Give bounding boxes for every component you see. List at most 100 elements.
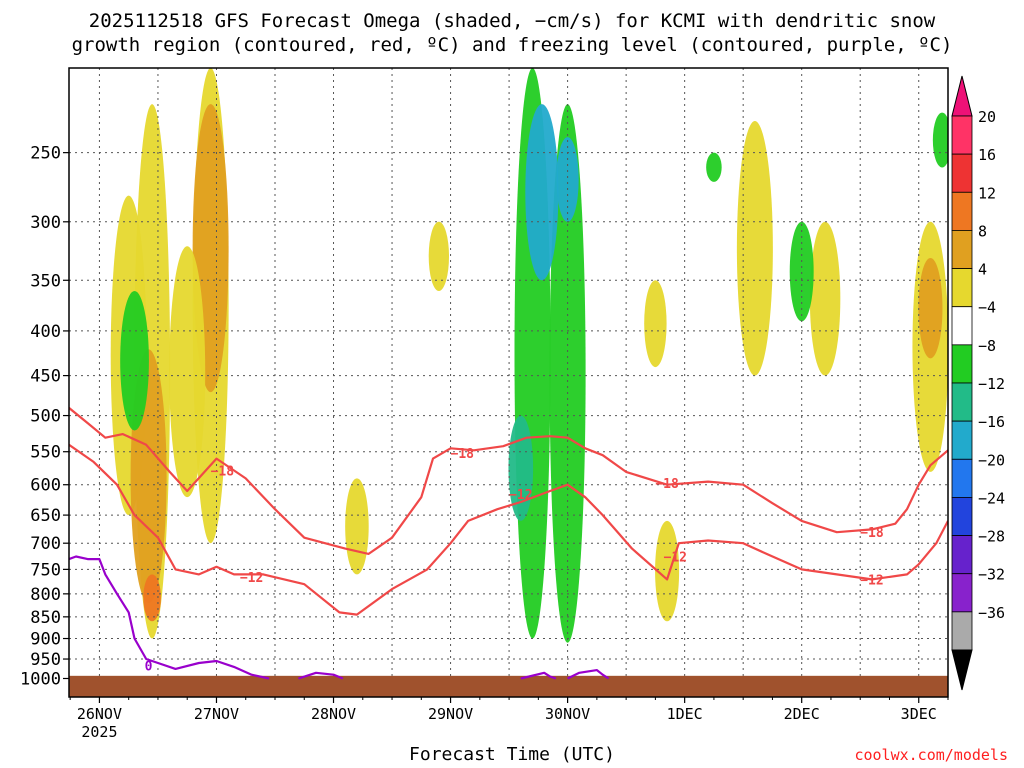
y-tick-label-12: 850 [30, 608, 61, 628]
chart-title-line-1: 2025112518 GFS Forecast Omega (shaded, −… [88, 10, 936, 32]
ground-fill [69, 675, 948, 697]
omega-region-22 [789, 221, 814, 322]
colorbar-bin-4 [951, 268, 973, 308]
contour-label-1-0: −12 [240, 571, 263, 586]
colorbar-label-5: −4 [978, 299, 996, 317]
colorbar-bin-5 [951, 306, 973, 346]
x-tick-label-5: 1DEC [667, 705, 703, 723]
colorbar-label-10: −24 [978, 489, 1005, 507]
omega-region-10 [809, 221, 841, 376]
contour-line-5 [567, 668, 610, 680]
colorbar-bin-12 [951, 573, 973, 613]
credit-text: coolwx.com/models [854, 746, 1008, 764]
omega-shading [110, 68, 948, 643]
y-tick-label-5: 500 [30, 407, 61, 427]
y-tick-label-14: 950 [30, 650, 61, 670]
colorbar-bin-8 [951, 420, 973, 460]
contour-label-0-1: −18 [451, 447, 475, 462]
colorbar-label-12: −32 [978, 566, 1005, 584]
colorbar-bin-6 [951, 344, 973, 384]
contour-line-4 [520, 671, 557, 680]
x-tick-label-1: 27NOV [194, 705, 239, 723]
contour-line-3 [298, 671, 344, 680]
colorbar-bin-11 [951, 535, 973, 575]
y-tick-label-3: 400 [30, 322, 61, 342]
x-tick-label-7: 3DEC [901, 705, 937, 723]
y-tick-label-15: 1000 [20, 669, 61, 689]
omega-region-8 [428, 221, 450, 291]
contour-line-2 [69, 555, 270, 680]
y-tick-label-7: 600 [30, 476, 61, 496]
y-tick-label-6: 550 [30, 443, 61, 463]
omega-region-21 [706, 152, 722, 182]
contour-line-0 [69, 407, 948, 556]
omega-region-13 [644, 280, 667, 368]
contour-label-0-0: −18 [211, 465, 235, 480]
contour-label-2-0: 0 [145, 659, 153, 674]
colorbar-bin-10 [951, 497, 973, 536]
x-tick-label-2: 28NOV [311, 705, 356, 723]
contour-label-1-3: −12 [860, 573, 883, 588]
omega-region-20 [120, 290, 149, 431]
y-tick-label-9: 700 [30, 534, 61, 554]
colorbar-label-13: −36 [978, 604, 1005, 622]
omega-region-16 [549, 104, 586, 643]
y-axis: 2503003504004505005506006507007508008509… [20, 144, 69, 689]
omega-region-3 [143, 574, 161, 622]
colorbar-label-9: −20 [978, 451, 1005, 469]
y-tick-label-13: 900 [30, 630, 61, 650]
omega-region-9 [736, 121, 773, 376]
grid-lines [69, 68, 948, 697]
contour-label-1-1: −12 [509, 488, 532, 503]
colorbar-label-11: −28 [978, 528, 1005, 546]
y-tick-label-10: 750 [30, 560, 61, 580]
colorbar-label-6: −8 [978, 337, 996, 355]
omega-region-6 [169, 246, 206, 498]
colorbar-label-7: −12 [978, 375, 1005, 393]
colorbar-label-4: 4 [978, 261, 987, 279]
y-tick-label-11: 800 [30, 585, 61, 605]
colorbar-bin-3 [951, 230, 973, 269]
contour-label-0-3: −18 [860, 526, 884, 541]
x-tick-label-6: 2DEC [784, 705, 820, 723]
colorbar-bottom-arrow [951, 649, 973, 691]
omega-region-17 [525, 104, 559, 281]
contour-line-1 [69, 443, 948, 616]
omega-region-14 [655, 520, 680, 622]
colorbar: 20 16 12 8 4 −4 −8 −12 −16 −20 −24 −28 −32 −36 [951, 75, 1005, 691]
omega-region-7 [345, 478, 369, 575]
colorbar-label-8: −16 [978, 413, 1005, 431]
y-tick-label-4: 450 [30, 367, 61, 387]
x-tick-label-3: 29NOV [428, 705, 473, 723]
colorbar-bin-9 [951, 458, 973, 498]
omega-region-18 [556, 137, 579, 222]
colorbar-bin-2 [951, 191, 973, 231]
colorbar-label-0: 20 [978, 108, 996, 126]
x-tick-label-4: 30NOV [545, 705, 590, 723]
x-tick-sublabel-0: 2025 [81, 723, 117, 741]
colorbar-bin-1 [951, 153, 973, 193]
x-axis-label: Forecast Time (UTC) [409, 744, 615, 765]
colorbar-bin-13 [951, 611, 973, 651]
omega-region-23 [932, 112, 948, 168]
y-tick-label-2: 350 [30, 271, 61, 291]
contour-label-0-2: −18 [655, 477, 679, 492]
colorbar-bin-0 [951, 115, 973, 155]
ground-rect [69, 675, 948, 697]
chart-title-line-2: growth region (contoured, red, ºC) and f… [71, 34, 953, 56]
colorbar-bin-7 [951, 382, 973, 422]
contour-lines: −18 −18 −18 −18 −12 −12 −12 −12 0 [69, 407, 948, 680]
contour-label-1-2: −12 [664, 551, 687, 566]
y-tick-label-1: 300 [30, 213, 61, 233]
colorbar-label-3: 8 [978, 222, 987, 240]
colorbar-label-1: 16 [978, 146, 996, 164]
colorbar-top-arrow [951, 75, 973, 117]
y-tick-label-8: 650 [30, 506, 61, 526]
y-tick-label-0: 250 [30, 144, 61, 164]
colorbar-label-2: 12 [978, 184, 996, 202]
x-tick-label-0: 26NOV [77, 705, 122, 723]
plot-frame [68, 67, 949, 698]
omega-region-12 [918, 257, 943, 359]
